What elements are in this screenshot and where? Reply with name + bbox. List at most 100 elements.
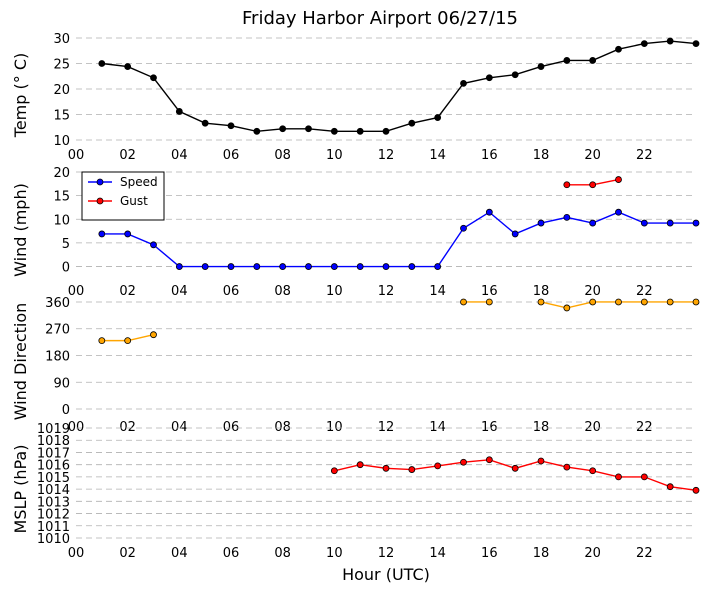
temp-data-point xyxy=(408,119,416,127)
wind-data-point xyxy=(666,219,674,227)
wind-data-point xyxy=(589,219,597,227)
wind-y-tick-label: 20 xyxy=(53,166,70,181)
temp-y-tick-label: 25 xyxy=(53,58,70,73)
wind-y-tick-label: 0 xyxy=(62,261,70,276)
wind-data-point xyxy=(253,263,261,270)
mslp-y-tick-label: 1011 xyxy=(37,520,70,535)
dir-x-tick-label: 08 xyxy=(274,420,291,435)
mslp-x-tick-label: 12 xyxy=(378,546,395,561)
temp-x-tick-label: 10 xyxy=(326,148,343,163)
mslp-data-point xyxy=(356,461,364,469)
dir-y-tick-label: 90 xyxy=(53,376,70,391)
temp-data-point xyxy=(589,57,597,64)
temp-x-tick-label: 18 xyxy=(533,148,550,163)
dir-x-tick-label: 10 xyxy=(326,420,343,435)
wind-y-tick-label: 5 xyxy=(62,237,70,252)
temp-data-point xyxy=(382,127,390,135)
dir-x-tick-label: 04 xyxy=(171,420,188,435)
temp-data-point xyxy=(511,71,519,79)
temp-data-point xyxy=(98,60,106,67)
wind-data-point xyxy=(615,176,622,183)
mslp-y-tick-label: 1010 xyxy=(37,532,70,547)
panel-mslp: 1010101110121013101410151016101710181019… xyxy=(11,422,700,561)
dir-data-point xyxy=(692,298,700,306)
wind-data-point xyxy=(150,241,157,249)
dir-data-point xyxy=(485,298,493,306)
temp-x-tick-label: 02 xyxy=(119,148,136,163)
wind-data-point xyxy=(382,263,390,270)
mslp-x-tick-label: 18 xyxy=(533,546,550,561)
wind-x-tick-label: 14 xyxy=(429,284,446,299)
wind-x-tick-label: 22 xyxy=(636,284,653,299)
wind-y-tick-label: 15 xyxy=(53,190,70,205)
temp-data-point xyxy=(434,114,442,121)
wind-data-point xyxy=(563,181,571,189)
wind-data-point xyxy=(201,263,209,270)
panel-dir: 0 90 180 270 360 00 02 04 06 08 10 12 14 16 18 20 22 Wind… xyxy=(11,296,700,435)
mslp-y-tick-label: 1012 xyxy=(37,508,70,523)
mslp-y-tick-label: 1019 xyxy=(37,422,70,437)
dir-y-axis-label: Wind Direction xyxy=(11,303,30,421)
legend-entry-label: Speed xyxy=(120,175,158,189)
mslp-x-tick-label: 06 xyxy=(223,546,240,561)
temp-data-point xyxy=(460,79,467,87)
wind-data-point xyxy=(640,219,648,227)
wind-x-tick-label: 02 xyxy=(119,284,136,299)
temp-data-point xyxy=(124,63,132,70)
wind-data-point xyxy=(589,181,597,189)
mslp-data-point xyxy=(692,486,700,494)
dir-y-tick-label: 180 xyxy=(45,350,70,365)
wind-data-point xyxy=(330,263,338,270)
mslp-x-tick-label: 16 xyxy=(481,546,498,561)
wind-data-point xyxy=(537,219,545,227)
chart-title: Friday Harbor Airport 06/27/15 xyxy=(242,8,518,29)
mslp-y-axis-label: MSLP (hPa) xyxy=(11,445,30,534)
dir-x-tick-label: 20 xyxy=(584,420,601,435)
temp-x-tick-label: 12 xyxy=(378,148,395,163)
wind-x-tick-label: 00 xyxy=(68,284,85,299)
temp-data-point xyxy=(253,127,261,135)
temp-y-tick-label: 10 xyxy=(53,134,70,149)
dir-x-tick-label: 00 xyxy=(68,420,85,435)
mslp-y-tick-label: 1017 xyxy=(37,446,70,461)
temp-x-tick-label: 00 xyxy=(68,148,85,163)
mslp-data-point xyxy=(408,466,416,473)
dir-x-tick-label: 22 xyxy=(636,420,653,435)
dir-y-tick-label: 0 xyxy=(62,403,70,418)
dir-x-tick-label: 14 xyxy=(429,420,446,435)
wind-x-tick-label: 12 xyxy=(378,284,395,299)
wind-y-axis-label: Wind (mph) xyxy=(11,183,30,277)
wind-x-tick-label: 08 xyxy=(274,284,291,299)
dir-data-point xyxy=(589,298,597,306)
temp-y-axis-label: Temp (° C) xyxy=(11,53,30,138)
temp-data-point xyxy=(615,45,622,53)
wind-x-tick-label: 10 xyxy=(326,284,343,299)
dir-data-point xyxy=(98,337,106,345)
mslp-y-tick-label: 1018 xyxy=(37,434,70,449)
x-axis-label: Hour (UTC) xyxy=(342,565,430,584)
wind-x-tick-label: 20 xyxy=(584,284,601,299)
mslp-x-tick-label: 14 xyxy=(429,546,446,561)
mslp-data-point xyxy=(537,457,545,465)
legend-box xyxy=(81,171,165,221)
mslp-x-tick-label: 08 xyxy=(274,546,291,561)
dir-x-tick-label: 18 xyxy=(533,420,550,435)
wind-x-tick-label: 04 xyxy=(171,284,188,299)
wind-data-point xyxy=(305,263,312,270)
temp-data-point xyxy=(150,74,157,82)
temp-data-point xyxy=(330,127,338,135)
temp-data-point xyxy=(201,119,209,127)
wind-data-point xyxy=(356,263,364,270)
mslp-data-point xyxy=(589,467,597,475)
mslp-x-tick-label: 00 xyxy=(68,546,85,561)
mslp-y-tick-label: 1013 xyxy=(37,495,70,510)
dir-data-point xyxy=(615,298,622,306)
dir-x-tick-label: 12 xyxy=(378,420,395,435)
wind-data-point xyxy=(511,230,519,238)
wind-data-point xyxy=(615,208,622,216)
panel-wind: 0 5 10 15 20 00 02 04 06 08 10 12 14 16 18 20 22 Wind (mp… xyxy=(11,166,700,299)
dir-x-tick-label: 02 xyxy=(119,420,136,435)
wind-data-point xyxy=(175,263,183,270)
wind-data-point xyxy=(124,230,132,238)
